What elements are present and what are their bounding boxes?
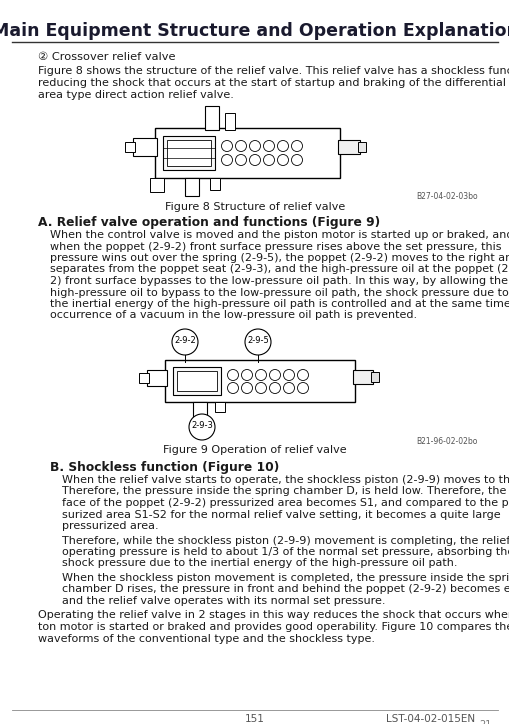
Bar [357,142,365,152]
Text: occurrence of a vacuum in the low-pressure oil path is prevented.: occurrence of a vacuum in the low-pressu… [50,311,416,321]
Ellipse shape [283,369,294,381]
Ellipse shape [277,154,288,166]
Text: Therefore, while the shockless piston (2-9-9) movement is completing, the relief: Therefore, while the shockless piston (2… [62,536,509,545]
Ellipse shape [269,382,280,394]
Ellipse shape [227,369,238,381]
Text: pressurized area.: pressurized area. [62,521,158,531]
Text: Figure 8 shows the structure of the relief valve. This relief valve has a shockl: Figure 8 shows the structure of the reli… [38,66,509,76]
Text: LST-04-02-015EN: LST-04-02-015EN [385,714,474,724]
Text: and the relief valve operates with its normal set pressure.: and the relief valve operates with its n… [62,596,385,606]
Bar [352,370,372,384]
Ellipse shape [291,154,302,166]
Ellipse shape [263,154,274,166]
Bar [215,402,224,412]
Ellipse shape [297,369,308,381]
Bar [150,178,164,192]
Text: when the poppet (2-9-2) front surface pressure rises above the set pressure, thi: when the poppet (2-9-2) front surface pr… [50,242,500,251]
Text: chamber D rises, the pressure in front and behind the poppet (2-9-2) becomes equ: chamber D rises, the pressure in front a… [62,584,509,594]
Text: Figure 8 Structure of relief valve: Figure 8 Structure of relief valve [164,202,345,212]
Bar [133,138,157,156]
Ellipse shape [269,369,280,381]
Ellipse shape [172,329,197,355]
Ellipse shape [255,369,266,381]
Text: the inertial energy of the high-pressure oil path is controlled and at the same : the inertial energy of the high-pressure… [50,299,509,309]
Text: 21: 21 [478,720,491,724]
Ellipse shape [221,140,232,151]
Ellipse shape [241,369,252,381]
Text: shock pressure due to the inertial energy of the high-pressure oil path.: shock pressure due to the inertial energ… [62,558,457,568]
Ellipse shape [297,382,308,394]
Bar [205,106,218,130]
Text: B. Shockless function (Figure 10): B. Shockless function (Figure 10) [50,461,279,474]
Text: 2-9-2: 2-9-2 [174,336,195,345]
Bar [192,402,207,418]
Bar [210,178,219,190]
Bar [177,371,216,391]
Ellipse shape [249,140,260,151]
Bar [185,178,199,196]
Text: When the control valve is moved and the piston motor is started up or braked, an: When the control valve is moved and the … [50,230,509,240]
Ellipse shape [221,154,232,166]
Text: separates from the poppet seat (2-9-3), and the high-pressure oil at the poppet : separates from the poppet seat (2-9-3), … [50,264,509,274]
Ellipse shape [235,140,246,151]
Text: ② Crossover relief valve: ② Crossover relief valve [38,52,175,62]
Ellipse shape [291,140,302,151]
Ellipse shape [277,140,288,151]
Bar [125,142,135,152]
Bar [165,360,354,402]
Text: pressure wins out over the spring (2-9-5), the poppet (2-9-2) moves to the right: pressure wins out over the spring (2-9-5… [50,253,509,263]
Text: Therefore, the pressure inside the spring chamber D, is held low. Therefore, the: Therefore, the pressure inside the sprin… [62,487,509,497]
Text: waveforms of the conventional type and the shockless type.: waveforms of the conventional type and t… [38,634,374,644]
Ellipse shape [241,382,252,394]
Bar [166,140,211,166]
Bar [370,372,378,382]
Bar [337,140,359,154]
Text: ton motor is started or braked and provides good operability. Figure 10 compares: ton motor is started or braked and provi… [38,622,509,632]
Ellipse shape [189,414,215,440]
Text: operating pressure is held to about 1/3 of the normal set pressure, absorbing th: operating pressure is held to about 1/3 … [62,547,509,557]
Text: Figure 9 Operation of relief valve: Figure 9 Operation of relief valve [163,445,346,455]
Text: B27-04-02-03bo: B27-04-02-03bo [415,192,477,201]
Text: surized area S1-S2 for the normal relief valve setting, it becomes a quite large: surized area S1-S2 for the normal relief… [62,510,500,520]
Bar [224,113,235,130]
Text: A. Relief valve operation and functions (Figure 9): A. Relief valve operation and functions … [38,216,379,229]
Text: area type direct action relief valve.: area type direct action relief valve. [38,90,234,100]
Text: When the shockless piston movement is completed, the pressure inside the spring: When the shockless piston movement is co… [62,573,509,583]
Ellipse shape [227,382,238,394]
Bar [147,370,166,386]
Bar [139,373,149,383]
Text: 151: 151 [245,714,264,724]
Text: 2-9-5: 2-9-5 [247,336,268,345]
Ellipse shape [249,154,260,166]
Text: face of the poppet (2-9-2) pressurized area becomes S1, and compared to the pres: face of the poppet (2-9-2) pressurized a… [62,498,509,508]
Ellipse shape [235,154,246,166]
Bar [173,367,220,395]
Text: 2-9-3: 2-9-3 [191,421,213,430]
Bar [163,136,215,170]
Text: B21-96-02-02bo: B21-96-02-02bo [416,437,477,446]
Ellipse shape [255,382,266,394]
Text: When the relief valve starts to operate, the shockless piston (2-9-9) moves to t: When the relief valve starts to operate,… [62,475,509,485]
Bar [155,128,340,178]
Ellipse shape [283,382,294,394]
Text: high-pressure oil to bypass to the low-pressure oil path, the shock pressure due: high-pressure oil to bypass to the low-p… [50,287,508,298]
Text: Main Equipment Structure and Operation Explanation: Main Equipment Structure and Operation E… [0,22,509,40]
Ellipse shape [263,140,274,151]
Ellipse shape [244,329,270,355]
Text: 2) front surface bypasses to the low-pressure oil path. In this way, by allowing: 2) front surface bypasses to the low-pre… [50,276,507,286]
Text: reducing the shock that occurs at the start of startup and braking of the differ: reducing the shock that occurs at the st… [38,78,509,88]
Text: Operating the relief valve in 2 stages in this way reduces the shock that occurs: Operating the relief valve in 2 stages i… [38,610,509,620]
